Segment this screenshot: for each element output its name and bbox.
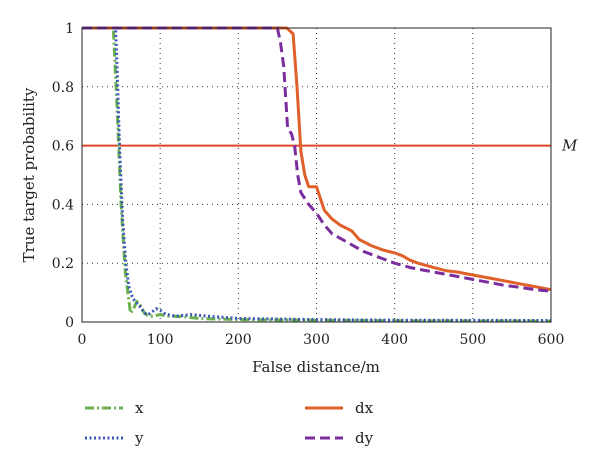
series-line-dx [82, 26, 552, 292]
y-tick-label: 1 [65, 21, 74, 37]
series-line-dy [82, 26, 552, 293]
x-axis-label: False distance/m [252, 358, 380, 376]
x-tick-label: 0 [78, 332, 87, 348]
x-tick-label: 200 [225, 332, 252, 348]
threshold-label: M [561, 137, 578, 155]
y-tick-label: 0.4 [52, 197, 74, 213]
threshold-line: M [82, 137, 578, 155]
x-axis-ticks: 0 100 200 300 400 500 600 [78, 332, 565, 348]
x-tick-label: 600 [538, 332, 565, 348]
y-tick-label: 0 [65, 315, 74, 331]
legend-label-y: y [134, 429, 144, 447]
x-tick-label: 300 [303, 332, 330, 348]
x-tick-label: 100 [147, 332, 174, 348]
y-tick-label: 0.6 [52, 139, 74, 155]
legend-label-dx: dx [355, 399, 374, 417]
series-group [82, 26, 552, 323]
series-line-y [82, 26, 552, 322]
y-tick-label: 0.2 [52, 256, 74, 272]
plot-frame [81, 27, 552, 323]
y-axis-ticks: 0 0.2 0.4 0.6 0.8 1 [52, 21, 74, 331]
legend-label-dy: dy [355, 429, 374, 447]
y-axis-label: True target probability [20, 87, 38, 262]
y-tick-label: 0.8 [52, 80, 74, 96]
legend-label-x: x [135, 399, 144, 417]
legend: xy dx dy [85, 399, 374, 447]
x-tick-label: 500 [459, 332, 486, 348]
x-tick-label: 400 [381, 332, 408, 348]
